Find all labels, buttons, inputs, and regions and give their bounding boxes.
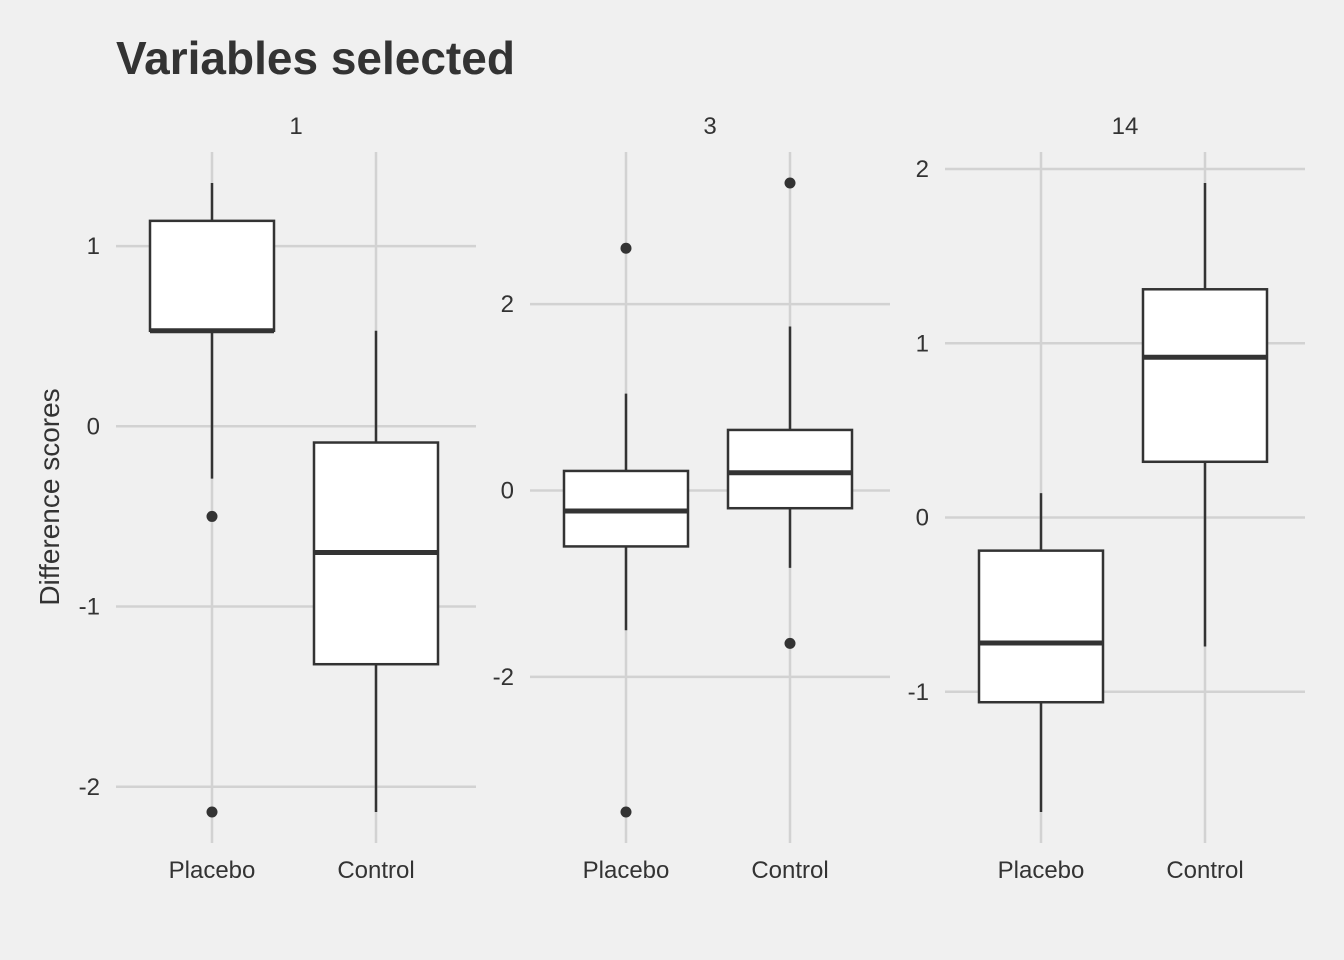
y-tick-label: 0	[87, 413, 100, 440]
x-tick-label: Placebo	[169, 857, 256, 884]
outlier-point	[620, 806, 632, 818]
panels: 1 1 0 -1 -2 Placebo Control 3 2 0 -2 Placebo Control…	[79, 113, 1305, 884]
box-placebo	[148, 183, 276, 818]
box-control	[726, 177, 854, 649]
panel-strip-label: 1	[289, 113, 302, 140]
x-tick-label: Control	[751, 857, 828, 884]
box-control	[1141, 183, 1269, 647]
panel-strip-label: 3	[703, 113, 716, 140]
y-tick-label: -1	[908, 679, 929, 706]
y-tick-label: 2	[501, 291, 514, 318]
x-tick-label: Placebo	[583, 857, 670, 884]
outlier-point	[620, 242, 632, 254]
panel-3: 3 2 0 -2 Placebo Control	[493, 113, 890, 884]
box-placebo	[977, 493, 1105, 812]
x-tick-label: Control	[337, 857, 414, 884]
panel-1: 1 1 0 -1 -2 Placebo Control	[79, 113, 476, 884]
box-placebo	[562, 242, 690, 818]
x-tick-label: Placebo	[998, 857, 1085, 884]
chart-title: Variables selected	[116, 32, 515, 84]
box-iqr	[1141, 288, 1269, 464]
y-tick-label: 0	[501, 478, 514, 505]
outlier-point	[206, 510, 218, 522]
panel-14: 14 2 1 0 -1 Placebo Control	[908, 113, 1305, 884]
y-tick-label: -2	[493, 664, 514, 691]
y-tick-label: 2	[916, 156, 929, 183]
box-iqr	[148, 219, 276, 333]
outlier-point	[784, 637, 796, 649]
box-iqr	[726, 428, 854, 510]
y-tick-label: 1	[916, 330, 929, 357]
y-tick-label: 0	[916, 505, 929, 532]
y-tick-label: -1	[79, 594, 100, 621]
box-iqr	[977, 549, 1105, 704]
y-tick-label: 1	[87, 233, 100, 260]
panel-strip-label: 14	[1112, 113, 1139, 140]
outlier-point	[206, 806, 218, 818]
x-tick-label: Control	[1166, 857, 1243, 884]
outlier-point	[784, 177, 796, 189]
y-tick-label: -2	[79, 774, 100, 801]
box-control	[312, 330, 440, 812]
y-axis-label: Difference scores	[34, 388, 65, 605]
